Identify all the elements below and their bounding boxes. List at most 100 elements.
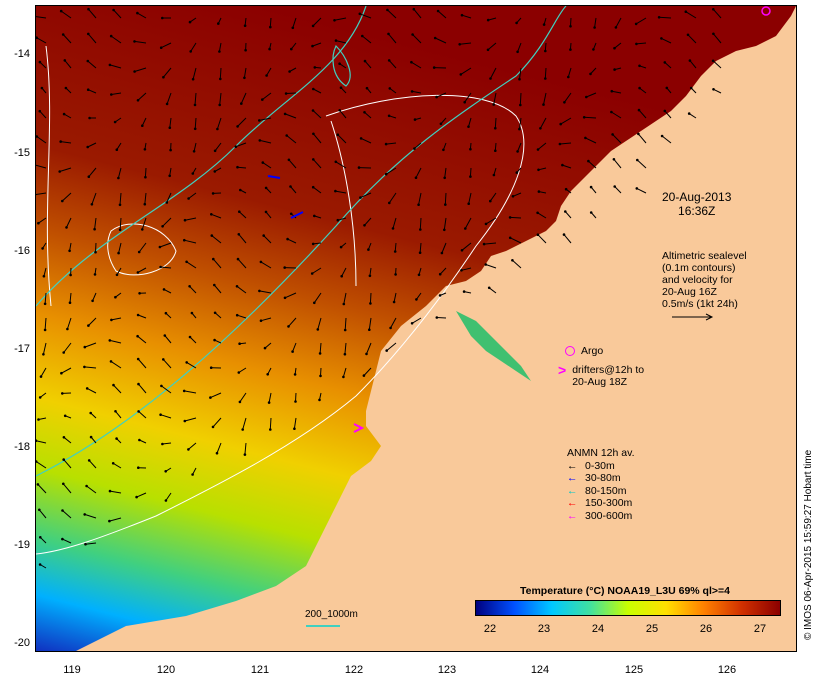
velocity-arrow-head — [137, 250, 141, 254]
velocity-arrow-head — [144, 175, 147, 179]
velocity-arrow-head — [42, 274, 46, 278]
velocity-arrow — [237, 166, 247, 169]
velocity-arrow — [134, 40, 147, 44]
velocity-arrow-head — [285, 134, 288, 137]
velocity-arrow-head — [492, 103, 496, 106]
velocity-arrow-head — [417, 203, 420, 206]
velocity-arrow-head — [86, 88, 90, 91]
velocity-arrow-head — [635, 42, 638, 46]
velocity-arrow-head — [36, 36, 38, 39]
velocity-arrow — [361, 35, 372, 44]
velocity-arrow — [313, 292, 322, 304]
velocity-arrow — [564, 211, 572, 219]
velocity-arrow-head — [163, 334, 167, 337]
velocity-arrow — [63, 113, 72, 119]
temperature-colorbar — [475, 600, 781, 616]
velocity-arrow — [444, 192, 447, 205]
velocity-arrow — [559, 142, 572, 145]
velocity-arrow-head — [536, 211, 539, 215]
velocity-arrow — [334, 17, 347, 21]
velocity-arrow-head — [559, 122, 562, 126]
velocity-arrow — [62, 538, 72, 544]
velocity-arrow-head — [438, 272, 442, 276]
velocity-arrow-head — [336, 133, 340, 136]
velocity-arrow-head — [363, 111, 366, 114]
velocity-arrow — [42, 342, 47, 355]
lat-label: -18 — [14, 441, 30, 453]
velocity-arrow-head — [563, 101, 566, 104]
velocity-arrow-head — [183, 419, 187, 423]
altimetry-line: (0.1m contours) — [662, 262, 736, 274]
velocity-arrow-head — [61, 199, 64, 203]
velocity-arrow — [320, 367, 322, 376]
velocity-arrow — [638, 109, 647, 119]
velocity-arrow — [219, 67, 222, 79]
velocity-arrow — [194, 92, 197, 105]
velocity-arrow-head — [159, 265, 162, 269]
velocity-arrow-head — [87, 32, 90, 36]
velocity-arrow-head — [187, 448, 190, 451]
velocity-arrow — [343, 292, 347, 305]
velocity-arrow — [214, 312, 222, 319]
velocity-arrow — [159, 242, 172, 248]
velocity-arrow-head — [361, 34, 364, 38]
velocity-arrow-head — [259, 319, 263, 323]
velocity-arrow — [88, 167, 97, 178]
king-sound-water — [456, 311, 531, 381]
velocity-arrow — [118, 242, 122, 254]
velocity-arrow — [570, 17, 572, 27]
velocity-arrow — [341, 267, 347, 277]
velocity-arrow — [190, 42, 197, 52]
velocity-arrow — [437, 10, 447, 19]
velocity-arrow-head — [58, 170, 61, 173]
velocity-arrow-head — [38, 508, 41, 512]
velocity-arrow-head — [143, 202, 147, 206]
velocity-arrow — [138, 242, 147, 253]
velocity-arrow-head — [460, 249, 464, 252]
velocity-arrow — [292, 17, 297, 28]
velocity-arrow-head — [93, 227, 96, 231]
velocity-arrow — [238, 367, 247, 373]
velocity-arrow — [412, 34, 422, 44]
velocity-arrow-head — [357, 166, 361, 169]
lon-label: 126 — [717, 664, 737, 676]
velocity-arrow-head — [486, 18, 490, 22]
velocity-arrow — [459, 42, 472, 45]
velocity-arrow-head — [636, 158, 639, 162]
velocity-arrow — [237, 314, 247, 319]
velocity-arrow — [313, 242, 322, 245]
velocity-arrow — [567, 67, 572, 78]
velocity-arrow-head — [66, 327, 69, 331]
velocity-arrow — [468, 117, 472, 127]
velocity-arrow-head — [665, 86, 669, 90]
velocity-arrow-head — [313, 66, 317, 69]
velocity-arrow — [84, 513, 97, 519]
velocity-arrow-head — [62, 112, 66, 116]
velocity-arrow-head — [544, 49, 547, 53]
velocity-arrow-head — [663, 109, 667, 113]
lat-label: -16 — [14, 245, 30, 257]
velocity-arrow — [563, 234, 572, 244]
velocity-arrow-head — [258, 289, 261, 293]
velocity-arrow-head — [113, 120, 117, 124]
velocity-arrow — [461, 242, 472, 251]
velocity-arrow-head — [410, 90, 414, 93]
velocity-arrow-head — [464, 227, 467, 230]
velocity-arrow-head — [68, 301, 72, 305]
velocity-arrow-head — [83, 365, 86, 369]
velocity-arrow — [63, 459, 72, 469]
velocity-arrow-head — [141, 228, 144, 231]
velocity-arrow-head — [238, 210, 241, 213]
velocity-arrow-head — [209, 366, 213, 370]
velocity-arrow — [393, 292, 397, 303]
altimetry-line: Altimetric sealevel — [662, 250, 747, 262]
velocity-arrow — [211, 213, 222, 219]
velocity-arrow-head — [311, 109, 315, 112]
lat-label: -20 — [14, 637, 30, 649]
velocity-arrow — [262, 162, 272, 169]
velocity-arrow-head — [162, 288, 166, 291]
velocity-arrow — [614, 42, 622, 49]
velocity-arrow-head — [287, 325, 290, 328]
velocity-arrow-head — [689, 86, 693, 90]
velocity-arrow-head — [394, 273, 397, 276]
